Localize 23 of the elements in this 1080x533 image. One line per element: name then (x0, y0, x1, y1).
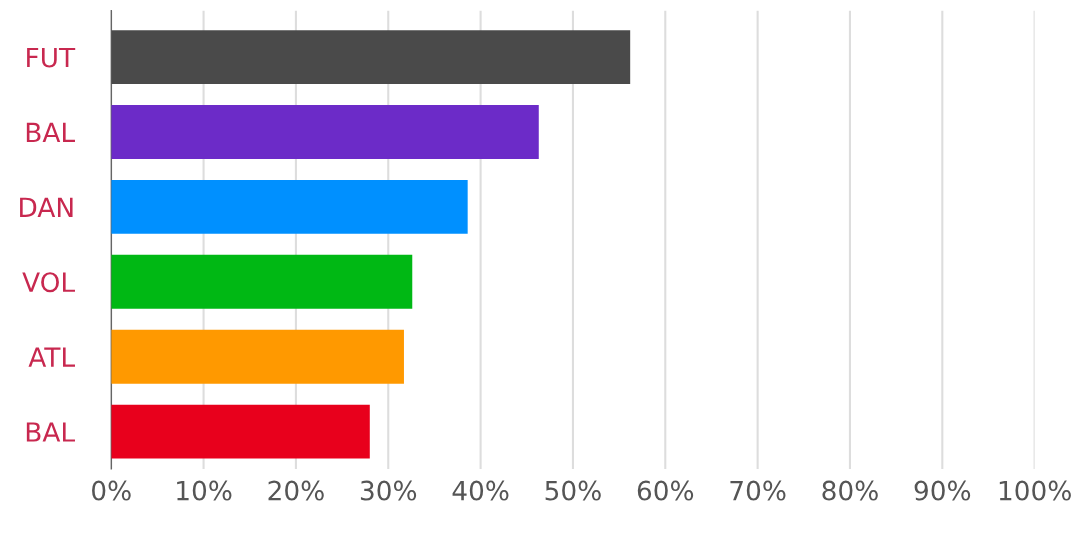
y-tick-label: BAL (26, 122, 75, 143)
bar (111, 254, 413, 309)
y-tick-label: ATL (28, 347, 75, 367)
x-tick-label: 30% (360, 480, 417, 501)
x-tick-label: 10% (177, 480, 232, 501)
x-tick-label: 20% (268, 480, 324, 501)
x-tick-label: 40% (452, 480, 509, 501)
bar (111, 105, 539, 159)
bar (111, 329, 404, 384)
x-tick-label: 0% (92, 480, 131, 501)
y-tick-label: VOL (22, 272, 75, 293)
x-tick-label: 60% (637, 480, 694, 501)
x-tick-label: 50% (545, 480, 601, 501)
y-tick-label: FUT (27, 47, 76, 68)
bar (111, 179, 468, 234)
x-tick-label: 100% (999, 480, 1071, 501)
y-tick-label: BAL (26, 422, 75, 442)
x-tick-label: 90% (914, 480, 971, 501)
x-tick-label: 80% (822, 480, 878, 501)
bar (111, 404, 370, 459)
bar (111, 30, 631, 85)
y-tick-label: DAN (20, 197, 73, 217)
x-tick-label: 70% (730, 480, 786, 501)
